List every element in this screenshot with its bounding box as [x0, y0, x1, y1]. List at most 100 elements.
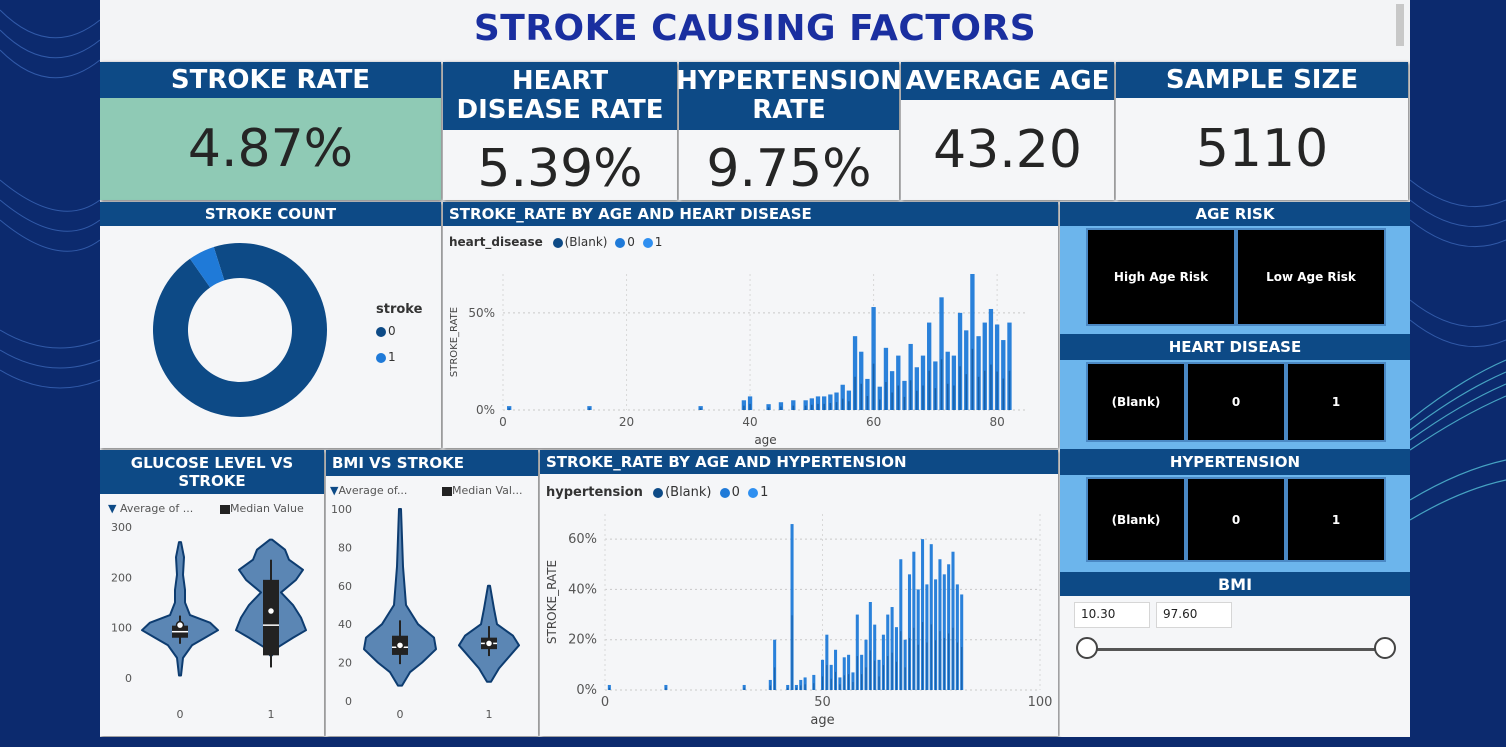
- hypertension-chart-card[interactable]: STROKE_RATE BY AGE AND HYPERTENSION hype…: [540, 450, 1058, 736]
- data-bar[interactable]: [842, 657, 846, 690]
- data-bar[interactable]: [664, 684, 668, 690]
- data-bar-inner[interactable]: [990, 364, 992, 410]
- data-bar[interactable]: [890, 607, 894, 690]
- data-bar[interactable]: [840, 384, 845, 410]
- data-bar[interactable]: [747, 396, 753, 410]
- heart-disease-chart-card[interactable]: STROKE_RATE BY AGE AND HEART DISEASE hea…: [443, 202, 1058, 448]
- heart-slicer-1[interactable]: 1: [1286, 362, 1386, 442]
- data-bar-inner[interactable]: [895, 661, 897, 690]
- data-bar[interactable]: [907, 574, 912, 690]
- data-bar[interactable]: [803, 400, 808, 410]
- average-marker[interactable]: [395, 641, 405, 650]
- data-bar[interactable]: [1001, 340, 1006, 410]
- data-bar-inner[interactable]: [841, 398, 844, 410]
- data-bar[interactable]: [786, 684, 790, 690]
- data-bar-inner[interactable]: [821, 676, 824, 690]
- data-bar-inner[interactable]: [848, 401, 850, 410]
- data-bar[interactable]: [976, 336, 981, 410]
- legend-item-1[interactable]: 1: [376, 350, 396, 364]
- data-bar[interactable]: [852, 336, 858, 410]
- data-bar[interactable]: [939, 297, 944, 410]
- data-bar[interactable]: [894, 627, 898, 690]
- data-bar-inner[interactable]: [874, 660, 876, 690]
- data-bar-inner[interactable]: [826, 665, 828, 690]
- stroke-count-card[interactable]: STROKE COUNT stroke 0 1: [100, 202, 441, 448]
- bmi-slider-track[interactable]: [1088, 648, 1388, 651]
- data-bar[interactable]: [908, 343, 913, 410]
- hyp-chart-plot[interactable]: 0% 20% 40% 60% 0 50 100 age STROKE_RATE: [540, 474, 1058, 736]
- data-bar[interactable]: [877, 659, 881, 690]
- data-bar[interactable]: [803, 677, 807, 690]
- glucose-chart-card[interactable]: GLUCOSE LEVEL VS STROKE ▼ Average of ...…: [100, 450, 324, 736]
- data-bar-inner[interactable]: [922, 622, 924, 690]
- heart-slicer-0[interactable]: 0: [1186, 362, 1286, 442]
- data-bar[interactable]: [860, 654, 864, 690]
- hyp-slicer-0[interactable]: 0: [1186, 477, 1286, 562]
- data-bar[interactable]: [773, 639, 777, 690]
- data-bar[interactable]: [838, 677, 842, 690]
- data-bar-inner[interactable]: [926, 642, 928, 690]
- data-bar-inner[interactable]: [866, 396, 869, 410]
- data-bar[interactable]: [855, 614, 859, 690]
- data-bar[interactable]: [929, 544, 933, 690]
- data-bar[interactable]: [825, 634, 829, 690]
- data-bar[interactable]: [873, 624, 877, 690]
- data-bar-inner[interactable]: [940, 359, 943, 410]
- data-bar-inner[interactable]: [852, 682, 854, 690]
- data-bar-inner[interactable]: [865, 667, 867, 690]
- data-bar-inner[interactable]: [839, 684, 841, 690]
- data-bar-inner[interactable]: [903, 396, 906, 410]
- data-bar-inner[interactable]: [1002, 378, 1005, 410]
- data-bar-inner[interactable]: [829, 403, 832, 410]
- data-bar[interactable]: [828, 394, 833, 410]
- data-bar-inner[interactable]: [860, 383, 862, 410]
- data-bar-inner[interactable]: [665, 687, 667, 690]
- data-bar-inner[interactable]: [952, 627, 954, 690]
- data-bar[interactable]: [912, 551, 916, 690]
- data-bar[interactable]: [846, 390, 852, 410]
- data-bar[interactable]: [934, 579, 938, 690]
- data-bar[interactable]: [988, 308, 994, 410]
- data-bar[interactable]: [1007, 322, 1012, 410]
- data-bar-inner[interactable]: [804, 684, 806, 690]
- data-bar-inner[interactable]: [891, 652, 893, 690]
- data-bar[interactable]: [925, 584, 929, 690]
- data-bar-inner[interactable]: [767, 407, 770, 410]
- data-bar[interactable]: [809, 398, 814, 410]
- data-bar[interactable]: [883, 347, 889, 410]
- data-bar[interactable]: [865, 378, 870, 410]
- data-bar-inner[interactable]: [909, 380, 912, 410]
- data-bar[interactable]: [834, 649, 838, 690]
- stroke-count-donut[interactable]: [100, 226, 441, 448]
- data-bar[interactable]: [957, 312, 963, 410]
- average-marker[interactable]: [484, 639, 494, 648]
- violin-shape[interactable]: [363, 508, 437, 687]
- data-bar-inner[interactable]: [608, 687, 610, 690]
- data-bar[interactable]: [829, 664, 833, 690]
- data-bar-inner[interactable]: [996, 371, 998, 410]
- data-bar[interactable]: [921, 539, 925, 690]
- data-bar-inner[interactable]: [935, 640, 937, 690]
- data-bar-inner[interactable]: [904, 667, 906, 690]
- data-bar[interactable]: [916, 589, 920, 690]
- data-bar-inner[interactable]: [878, 676, 880, 690]
- data-bar[interactable]: [851, 672, 855, 690]
- data-bar[interactable]: [877, 386, 882, 410]
- data-bar[interactable]: [815, 396, 821, 410]
- data-bar-inner[interactable]: [823, 403, 825, 410]
- data-bar[interactable]: [587, 406, 592, 410]
- data-bar-inner[interactable]: [913, 627, 915, 690]
- data-bar-inner[interactable]: [930, 624, 932, 690]
- data-bar[interactable]: [951, 355, 957, 410]
- data-bar[interactable]: [951, 551, 955, 690]
- bmi-slider-min-handle[interactable]: [1076, 637, 1098, 659]
- glucose-violin-plot[interactable]: 300 200 100 0 0 1: [100, 450, 324, 736]
- data-bar[interactable]: [955, 584, 959, 690]
- data-bar-inner[interactable]: [508, 408, 510, 410]
- data-bar-inner[interactable]: [1008, 370, 1011, 410]
- iqr-box[interactable]: [263, 579, 279, 656]
- data-bar-inner[interactable]: [800, 685, 802, 690]
- data-bar[interactable]: [886, 614, 890, 690]
- data-bar[interactable]: [970, 274, 975, 410]
- data-bar-inner[interactable]: [843, 675, 845, 690]
